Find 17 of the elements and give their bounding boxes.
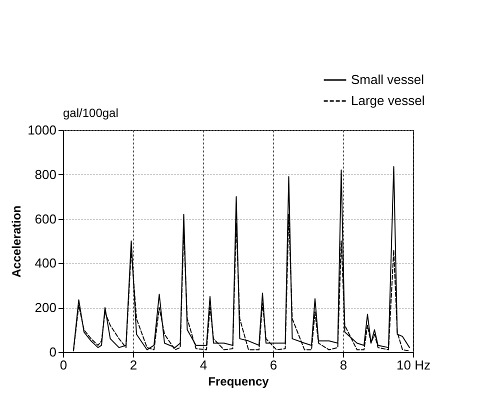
y-tick-label: 600	[34, 211, 56, 226]
x-tick-label: 0	[60, 358, 68, 372]
y-axis-title: Acceleration	[10, 205, 24, 278]
y-tick-label: 800	[34, 166, 56, 182]
x-tick-label: 10 Hz	[396, 358, 430, 372]
x-tick-label: 8	[340, 358, 348, 372]
y-tick-label: 1000	[28, 122, 56, 138]
x-tick-label: 6	[270, 358, 278, 372]
x-tick-label: 4	[200, 358, 208, 372]
y-tick-label: 400	[34, 256, 56, 271]
x-tick-label: 2	[130, 358, 138, 372]
y-tick-label: 200	[34, 300, 56, 316]
text: gal/100gal	[63, 106, 118, 120]
legend-label: Small vessel	[351, 72, 424, 87]
x-axis-title: Frequency	[208, 374, 270, 388]
y-tick-label: 0	[49, 344, 56, 360]
legend-label: Large vessel	[351, 93, 425, 108]
